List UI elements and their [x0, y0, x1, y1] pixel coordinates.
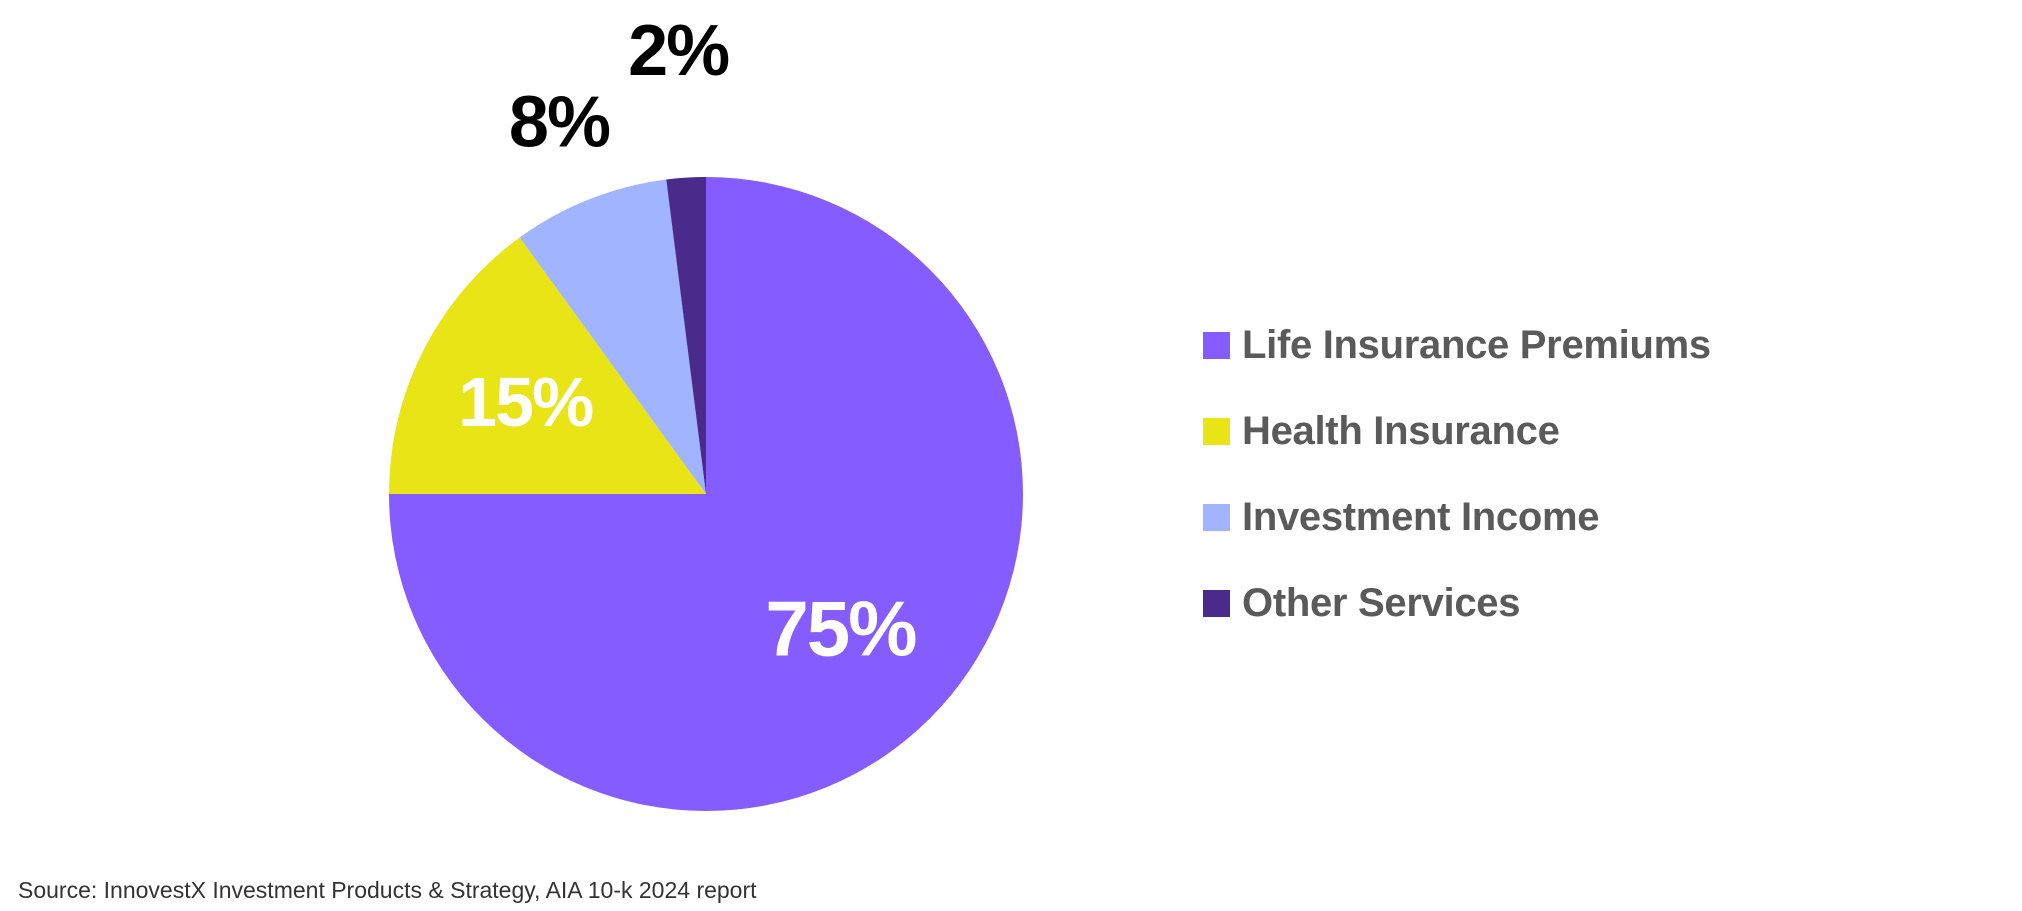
pie-label-life-insurance-premiums: 75% [765, 584, 916, 672]
legend: Life Insurance Premiums Health Insurance… [1203, 302, 1711, 646]
legend-swatch [1203, 589, 1230, 617]
legend-item-other-services: Other Services [1203, 560, 1711, 646]
legend-item-health-insurance: Health Insurance [1203, 388, 1711, 474]
source-note: Source: InnovestX Investment Products & … [18, 877, 757, 903]
legend-label: Investment Income [1242, 494, 1600, 539]
legend-swatch [1203, 331, 1230, 359]
pie-slice-other-services [666, 177, 706, 494]
legend-item-investment-income: Investment Income [1203, 474, 1711, 560]
pie-slice-investment-income [519, 179, 706, 494]
legend-label: Other Services [1242, 580, 1521, 625]
legend-label: Life Insurance Premiums [1242, 322, 1711, 367]
pie-label-health-insurance: 15% [458, 363, 593, 441]
pie-label-investment-income: 8% [509, 83, 610, 163]
legend-swatch [1203, 503, 1230, 531]
legend-swatch [1203, 417, 1230, 445]
pie-slices [389, 177, 1023, 811]
legend-item-life-insurance-premiums: Life Insurance Premiums [1203, 302, 1711, 388]
legend-label: Health Insurance [1242, 408, 1560, 453]
pie-value-labels: 75% 15% 8%2% [458, 11, 918, 672]
pie-slice-health-insurance [389, 237, 706, 494]
pie-label-other-services: 2% [628, 11, 729, 91]
